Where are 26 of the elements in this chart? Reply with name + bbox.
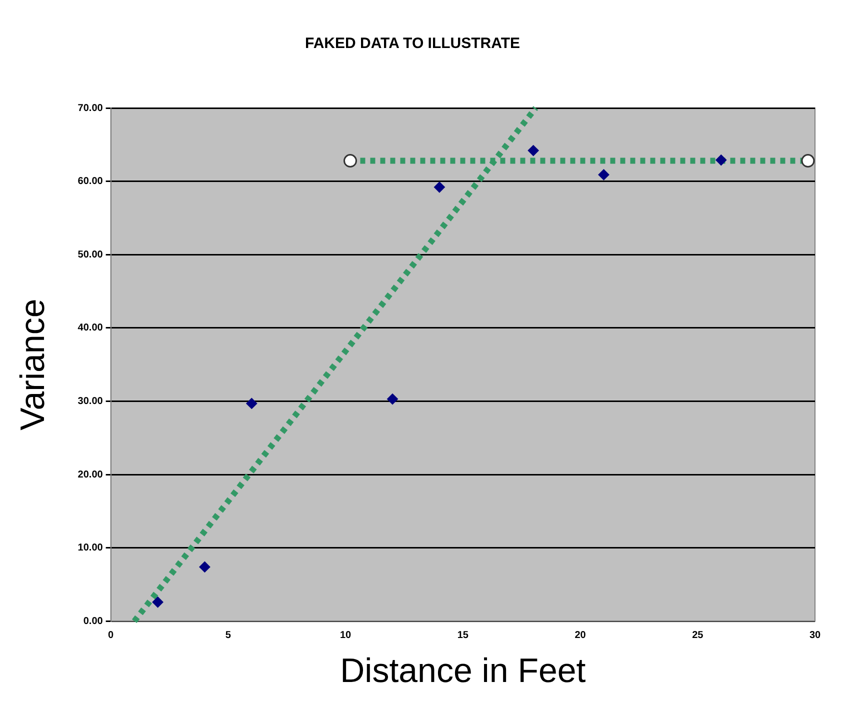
x-tick-label: 5 <box>225 630 232 641</box>
y-tick-label: 40.00 <box>78 322 104 334</box>
point <box>528 145 539 156</box>
x-tick-label: 0 <box>108 630 114 641</box>
point <box>152 596 164 608</box>
y-tick-label: 60.00 <box>78 176 104 188</box>
point <box>716 154 727 166</box>
y-axis-title: Variance <box>14 298 52 430</box>
y-tick-label: 50.00 <box>78 249 104 260</box>
y-tick-label: 20.00 <box>78 469 104 480</box>
point <box>434 182 445 193</box>
y-tick-label: 70.00 <box>78 102 104 114</box>
y-tick-label: 0.00 <box>83 616 104 627</box>
x-tick-label: 15 <box>457 630 469 641</box>
point <box>386 394 398 405</box>
x-tick-label: 10 <box>340 630 352 641</box>
point <box>246 398 258 409</box>
x-tick-label: 25 <box>692 630 704 641</box>
y-tick-label: 10.00 <box>78 542 104 554</box>
y-tick-label: 30.00 <box>78 396 104 408</box>
point <box>598 169 610 180</box>
point <box>199 561 210 572</box>
x-tick-label: 20 <box>574 630 586 641</box>
x-tick-label: 30 <box>809 630 821 641</box>
chart-title: FAKED DATA TO ILLUSTRATE <box>305 35 520 52</box>
x-axis-title: Distance in Feet <box>340 652 586 690</box>
